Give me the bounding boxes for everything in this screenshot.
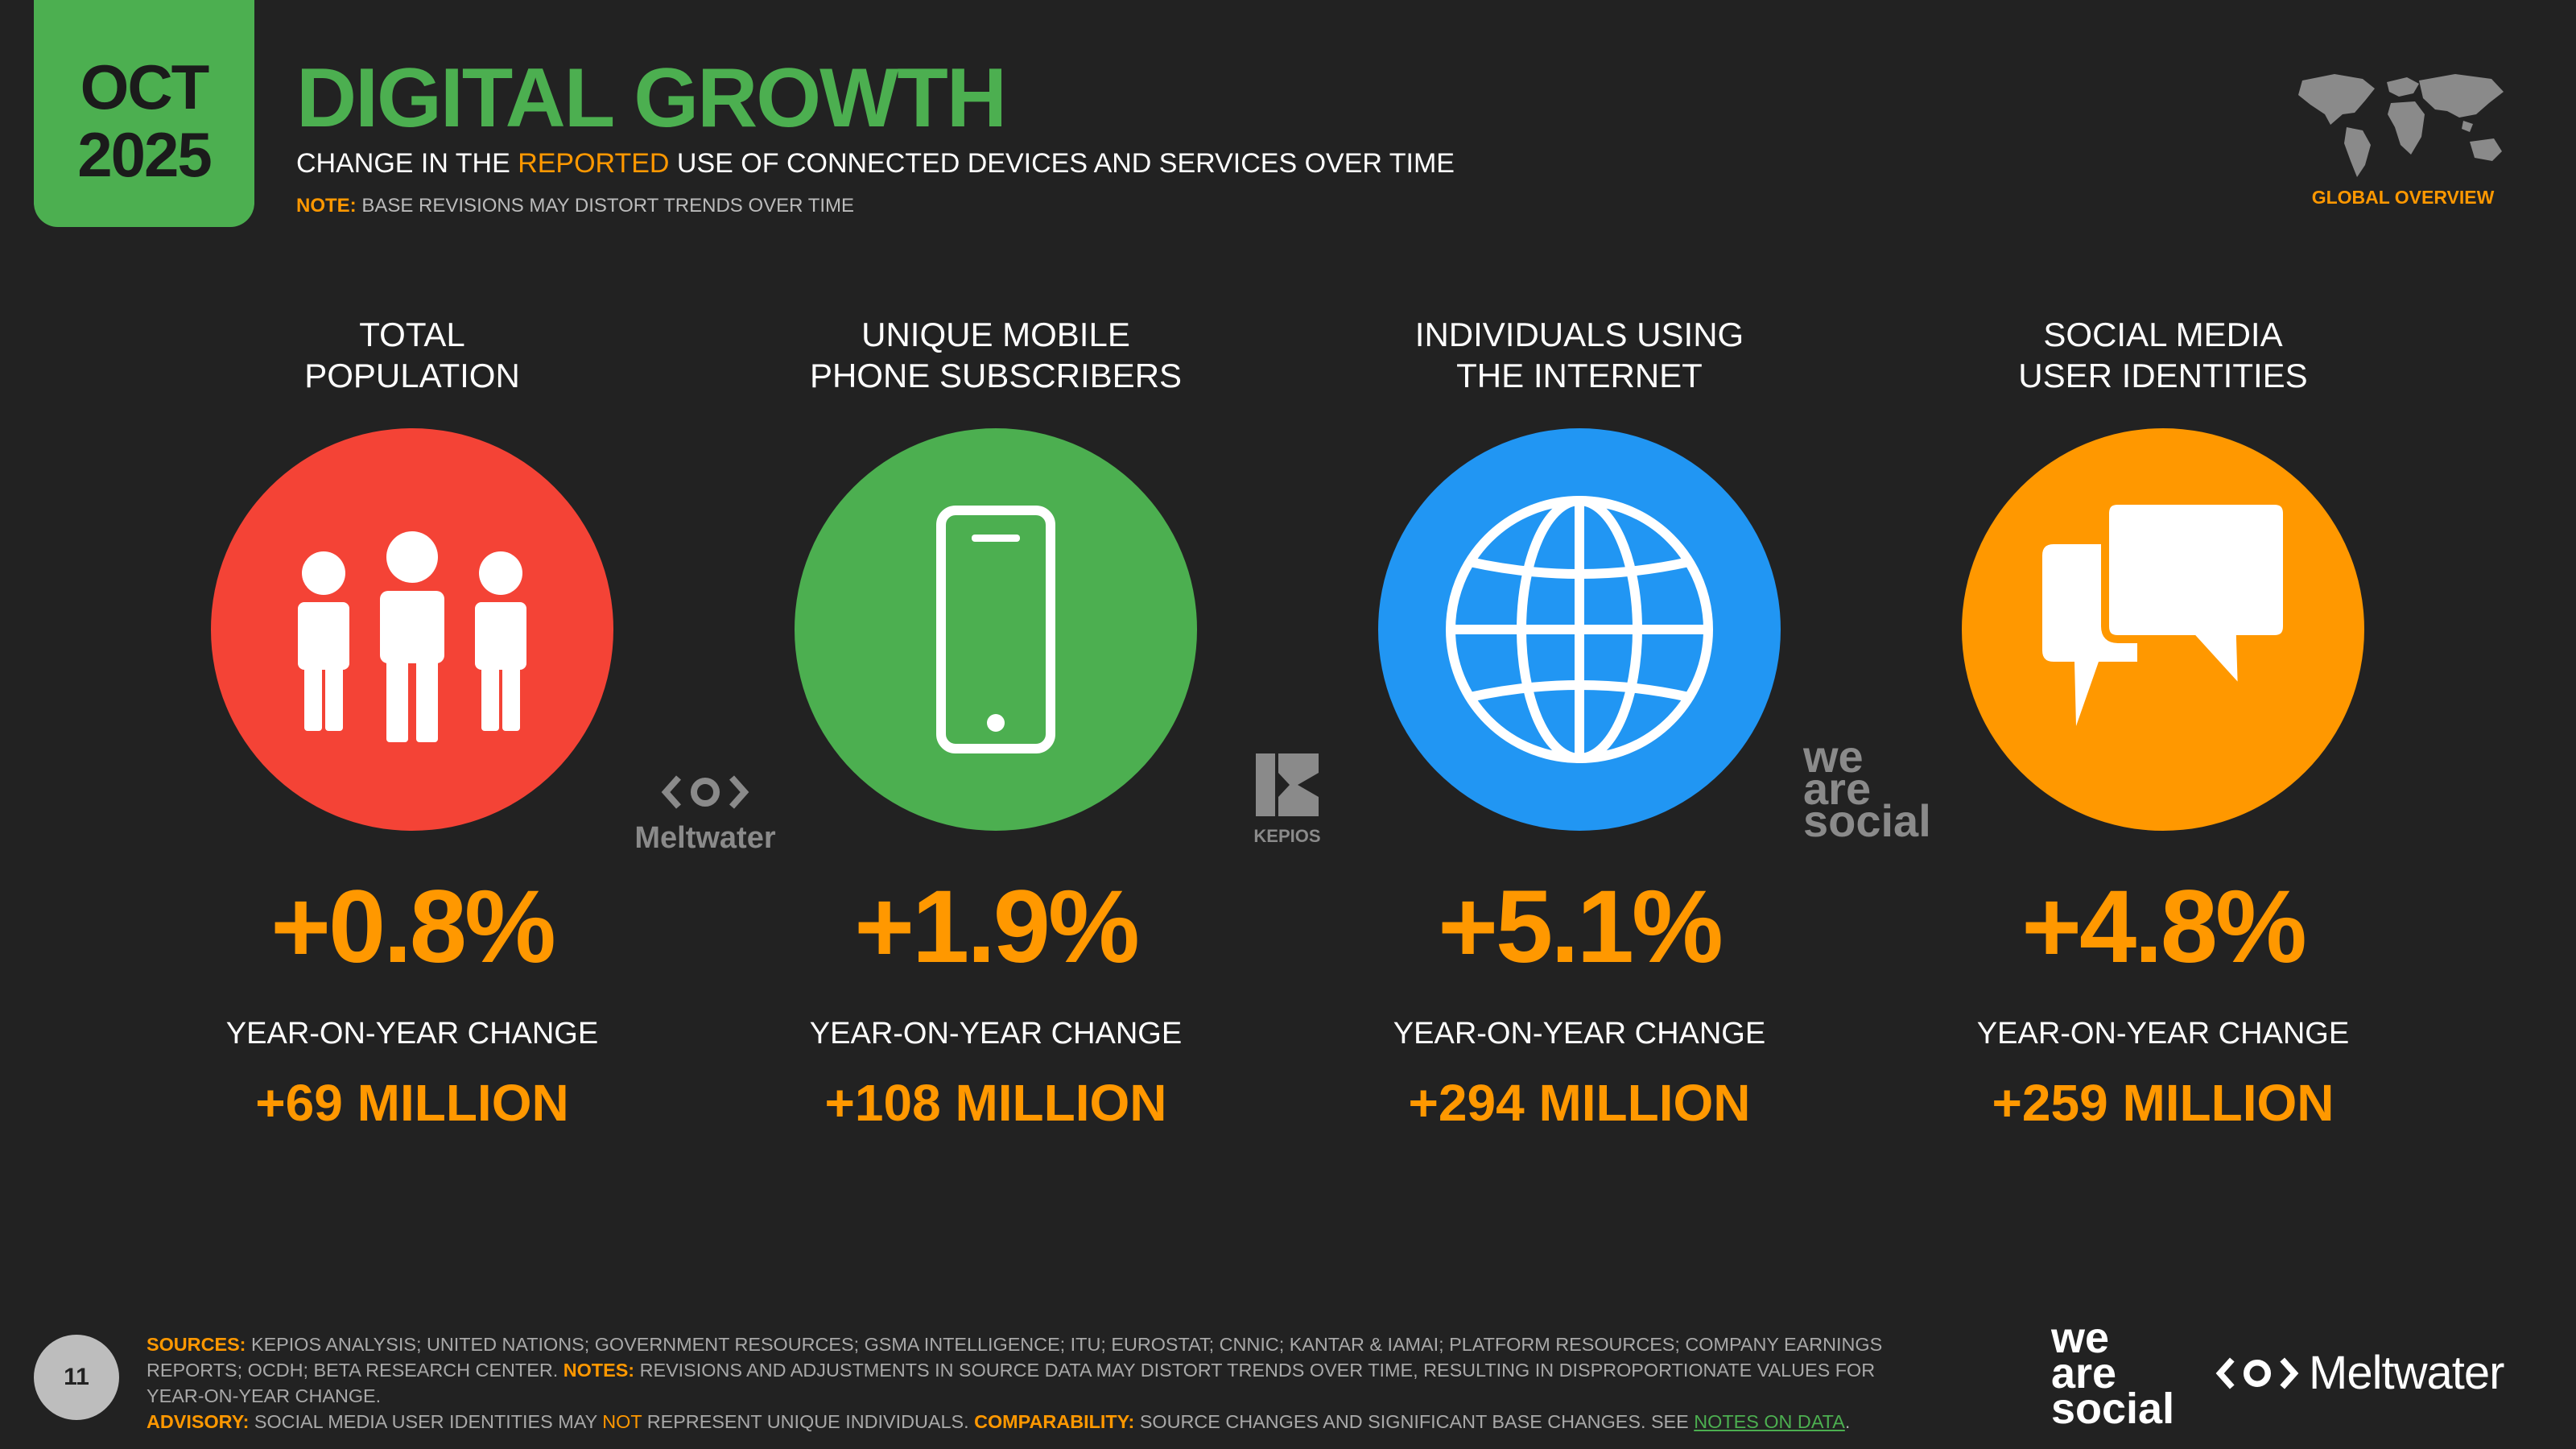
note-text: BASE REVISIONS MAY DISTORT TRENDS OVER T… (356, 195, 855, 217)
logo-social: social (2051, 1385, 2175, 1433)
advisory-highlight: NOT (602, 1411, 642, 1432)
note: NOTE: BASE REVISIONS MAY DISTORT TRENDS … (296, 195, 854, 217)
metric-circle (1378, 428, 1781, 831)
page-number: 11 (34, 1335, 119, 1420)
metric-label-line2: PHONE SUBSCRIBERS (809, 357, 1183, 394)
metric-label: INDIVIDUALS USING THE INTERNET (1330, 314, 1829, 402)
page-subtitle: CHANGE IN THE REPORTED USE OF CONNECTED … (296, 148, 1455, 180)
metric-percent: +4.8% (2021, 869, 2307, 985)
date-year: 2025 (77, 119, 213, 190)
metric-absolute: +259 MILLION (1992, 1074, 2334, 1132)
metric-circle (1962, 428, 2364, 831)
metric-label: UNIQUE MOBILE PHONE SUBSCRIBERS (746, 314, 1245, 402)
metric-internet-users: INDIVIDUALS USING THE INTERNET +5.1% YEA… (1330, 314, 1829, 1132)
we-are-social-logo: we are social (2051, 1314, 2175, 1433)
meltwater-logo: Meltwater (2215, 1346, 2504, 1400)
subtitle-post: USE OF CONNECTED DEVICES AND SERVICES OV… (669, 148, 1455, 179)
world-map-icon (2298, 74, 2504, 177)
comparability-label: COMPARABILITY: (974, 1411, 1135, 1432)
mobile-phone-icon (936, 506, 1055, 753)
notes-text: REVISIONS AND ADJUSTMENTS IN SOURCE DATA… (147, 1360, 1876, 1406)
metric-social-media-identities: SOCIAL MEDIA USER IDENTITIES +4.8% YEAR-… (1913, 314, 2413, 1132)
sources-text: KEPIOS ANALYSIS; UNITED NATIONS; GOVERNM… (147, 1334, 1883, 1381)
advisory-label: ADVISORY: (147, 1411, 250, 1432)
metric-percent: +0.8% (270, 869, 556, 985)
meltwater-watermark: Meltwater (617, 771, 794, 856)
notes-on-data-link[interactable]: NOTES ON DATA (1694, 1411, 1845, 1432)
globe-icon (1446, 496, 1713, 763)
metric-label-line1: UNIQUE MOBILE (861, 316, 1130, 353)
metric-circle (795, 428, 1197, 831)
metric-change-label: YEAR-ON-YEAR CHANGE (809, 1017, 1183, 1051)
advisory-post: REPRESENT UNIQUE INDIVIDUALS. (642, 1411, 975, 1432)
footnote-period: . (1844, 1411, 1851, 1432)
metric-change-label: YEAR-ON-YEAR CHANGE (1393, 1017, 1766, 1051)
meltwater-logo-icon (661, 775, 749, 809)
metric-label: SOCIAL MEDIA USER IDENTITIES (1913, 314, 2413, 402)
meltwater-watermark-text: Meltwater (634, 821, 776, 855)
page-title: DIGITAL GROWTH (296, 52, 1007, 145)
kepios-watermark: KEPIOS (1236, 749, 1338, 847)
metric-absolute: +69 MILLION (255, 1074, 569, 1132)
date-badge: OCT 2025 (34, 0, 254, 227)
advisory-pre: SOCIAL MEDIA USER IDENTITIES MAY (249, 1411, 603, 1432)
metric-total-population: TOTAL POPULATION +0.8% YEAR-ON-YEAR CHAN… (163, 314, 662, 1132)
metric-label-line2: USER IDENTITIES (2018, 357, 2308, 394)
was-social: social (1803, 795, 1931, 846)
sources-label: SOURCES: (147, 1334, 246, 1355)
logo-are: are (2051, 1349, 2117, 1397)
metric-change-label: YEAR-ON-YEAR CHANGE (225, 1017, 599, 1051)
metric-label-line2: THE INTERNET (1456, 357, 1703, 394)
metric-percent: +1.9% (854, 869, 1140, 985)
metric-label-line2: POPULATION (304, 357, 520, 394)
logo-meltwater-text: Meltwater (2309, 1347, 2504, 1399)
sources-footnote: SOURCES: KEPIOS ANALYSIS; UNITED NATIONS… (147, 1331, 1918, 1435)
chat-bubbles-icon (2042, 497, 2291, 726)
metric-absolute: +108 MILLION (824, 1074, 1167, 1132)
subtitle-highlight: REPORTED (518, 148, 670, 179)
region-label: GLOBAL OVERVIEW (2311, 187, 2495, 208)
we-are-social-watermark: we are social (1803, 731, 1948, 846)
was-are: are (1803, 763, 1872, 814)
was-we: we (1803, 731, 1864, 782)
metric-mobile-subscribers: UNIQUE MOBILE PHONE SUBSCRIBERS +1.9% YE… (746, 314, 1245, 1132)
metric-label-line1: SOCIAL MEDIA (2043, 316, 2283, 353)
metric-absolute: +294 MILLION (1408, 1074, 1751, 1132)
metric-change-label: YEAR-ON-YEAR CHANGE (1976, 1017, 2350, 1051)
note-label: NOTE: (296, 195, 357, 217)
metric-label-line1: INDIVIDUALS USING (1414, 316, 1744, 353)
people-icon (298, 531, 526, 742)
meltwater-logo-icon (2215, 1356, 2299, 1389)
kepios-watermark-text: KEPIOS (1253, 826, 1321, 846)
logo-we: we (2051, 1314, 2110, 1362)
metric-percent: +5.1% (1438, 869, 1724, 985)
notes-label: NOTES: (563, 1360, 635, 1381)
subtitle-pre: CHANGE IN THE (296, 148, 518, 179)
metric-label: TOTAL POPULATION (163, 314, 662, 402)
metric-label-line1: TOTAL (359, 316, 465, 353)
metric-circle (211, 428, 613, 831)
comparability-text: SOURCE CHANGES AND SIGNIFICANT BASE CHAN… (1134, 1411, 1695, 1432)
date-month: OCT (80, 52, 210, 122)
kepios-logo-icon (1256, 753, 1319, 816)
